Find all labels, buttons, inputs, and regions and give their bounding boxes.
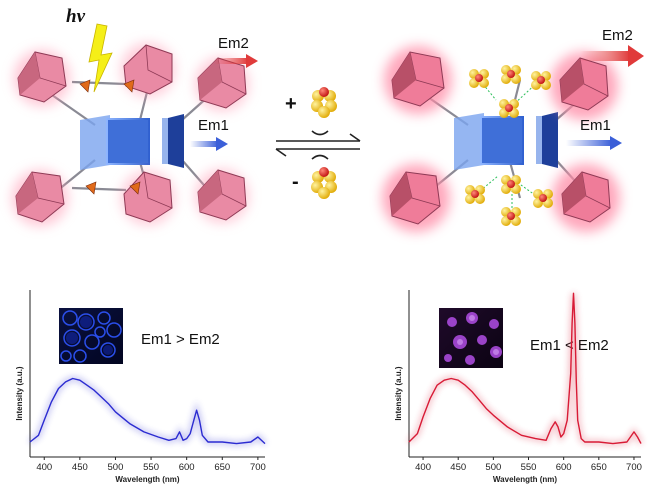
left-sensitizer-sites: [79, 79, 141, 195]
right-polyhedra: [382, 46, 620, 232]
y-axis-label: Intensity (a.u.): [15, 366, 24, 421]
guest-molecule: [501, 207, 521, 226]
x-tick-label: 400: [36, 462, 52, 473]
left-em1-label: Em1: [198, 117, 229, 134]
x-axis-label: Wavelength (nm): [493, 475, 557, 484]
x-axis-label: Wavelength (nm): [115, 475, 179, 484]
guest-molecule: [531, 71, 551, 90]
polyhedron: [384, 46, 452, 114]
x-tick-label: 700: [626, 462, 642, 473]
guest-molecule-icon: [311, 87, 337, 118]
polyhedron: [550, 52, 618, 120]
guest-molecule: [533, 189, 553, 208]
x-tick-label: 500: [108, 462, 124, 473]
x-tick-label: 600: [179, 462, 195, 473]
left-em2-arrow: [214, 54, 258, 68]
left-em1-arrow: [190, 137, 228, 151]
left-framework: hν Em2 Em1: [12, 6, 258, 226]
right-framework: Em2 Em1: [382, 27, 644, 232]
polyhedron: [121, 171, 175, 225]
left-framework-core: [80, 114, 184, 170]
x-tick-label: 650: [591, 462, 607, 473]
right-em1-arrow: [566, 136, 622, 150]
guest-molecule: [465, 185, 485, 204]
lightning-icon: [88, 23, 113, 93]
right-em1-label: Em1: [580, 117, 611, 134]
guest-molecule: [501, 65, 521, 84]
minus-sign: -: [292, 171, 299, 193]
x-tick-label: 550: [521, 462, 537, 473]
spectrum-line: [29, 377, 266, 445]
x-tick-label: 400: [415, 462, 431, 473]
x-tick-label: 700: [250, 462, 266, 473]
x-tick-label: 550: [143, 462, 159, 473]
right-em2-arrow: [580, 45, 644, 67]
spectrum-chart-right: Em1 < Em2 400 450 500 550 600 650 700Wavelengt…: [394, 290, 644, 484]
polyhedron: [195, 169, 249, 223]
polyhedron: [195, 57, 249, 111]
y-axis-label: Intensity (a.u.): [394, 366, 403, 421]
blue-luminescence-micrograph: [59, 308, 123, 364]
x-tick-label: 450: [72, 462, 88, 473]
reversible-exchange: + -: [275, 87, 361, 199]
annotation-left: Em1 > Em2: [141, 331, 220, 348]
x-tick-label: 500: [485, 462, 501, 473]
polyhedron: [12, 170, 68, 226]
plus-sign: +: [285, 93, 297, 115]
photon-label: hν: [66, 6, 86, 27]
left-polyhedra: [12, 43, 249, 226]
purple-luminescence-micrograph: [439, 308, 503, 368]
x-tick-label: 600: [556, 462, 572, 473]
right-em2-label: Em2: [602, 27, 633, 44]
x-tick-label: 650: [214, 462, 230, 473]
spectrum-line: [408, 292, 642, 445]
polyhedron: [552, 164, 620, 232]
x-tick-label: 450: [450, 462, 466, 473]
guest-molecule: [501, 175, 521, 194]
left-em2-label: Em2: [218, 35, 249, 52]
polyhedron: [14, 50, 70, 106]
guest-molecule: [469, 69, 489, 88]
spectrum-chart-left: Em1 > Em2 400 450 500 550 600 650 700 Wavelengt…: [15, 290, 267, 484]
right-framework-core: [454, 112, 558, 170]
polyhedron: [382, 164, 450, 232]
guest-molecule: [499, 99, 519, 118]
equilibrium-arrows: [275, 130, 361, 160]
bound-guest-molecules: [465, 65, 553, 226]
guest-molecule-icon: [311, 167, 337, 199]
